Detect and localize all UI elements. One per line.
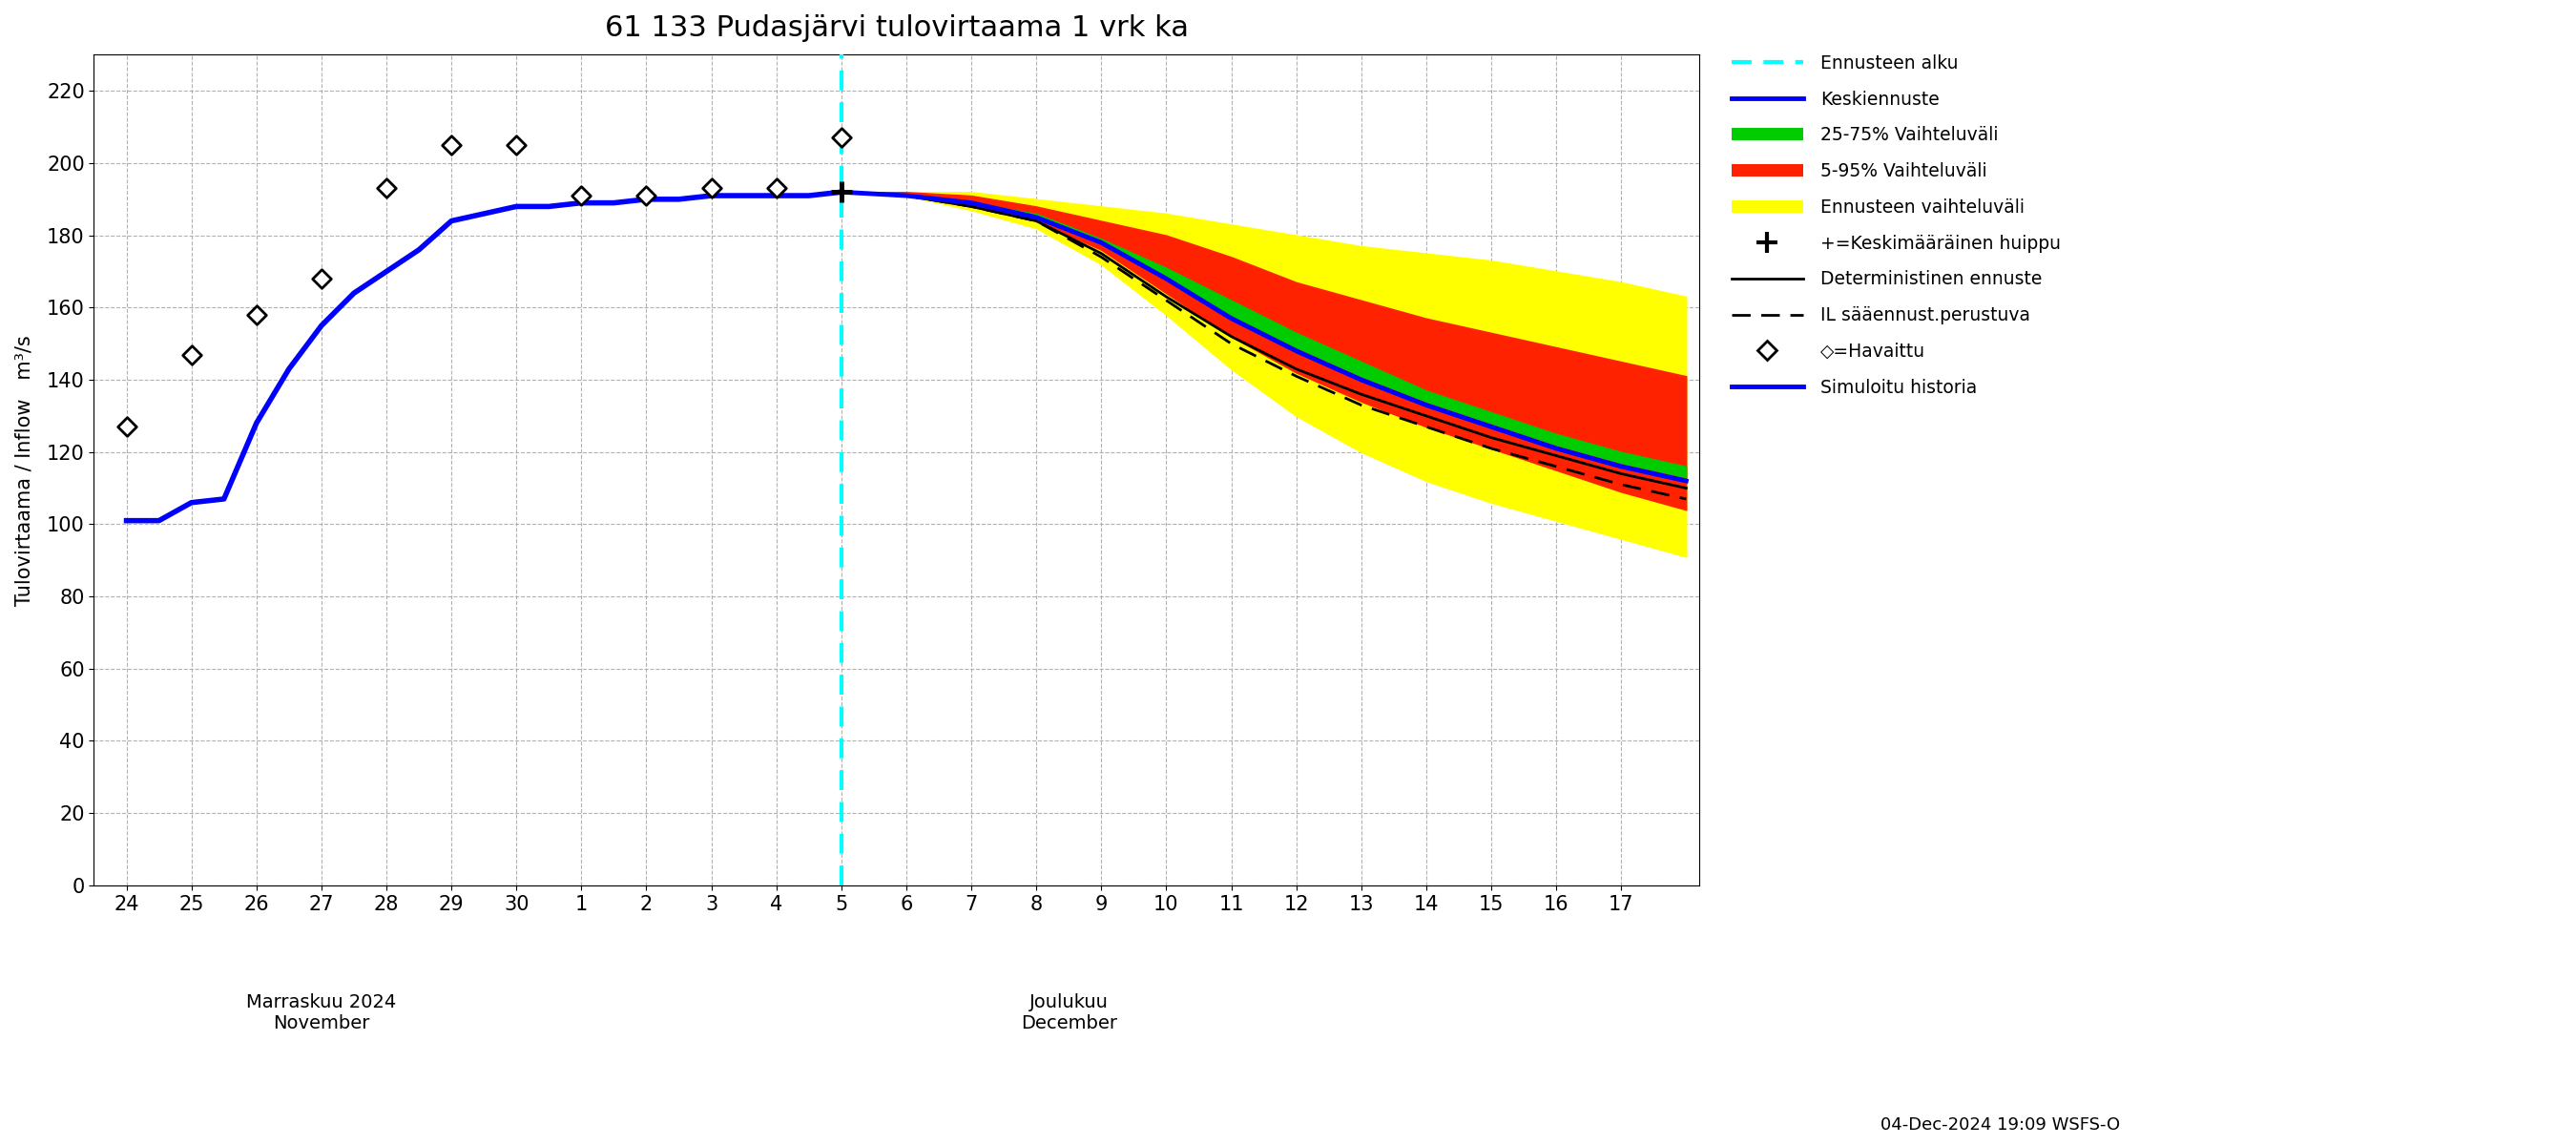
Y-axis label: Tulovirtaama / Inflow   m³/s: Tulovirtaama / Inflow m³/s: [15, 334, 33, 606]
Text: Marraskuu 2024
November: Marraskuu 2024 November: [247, 994, 397, 1033]
Point: [626, 187, 667, 205]
Point: [562, 187, 603, 205]
Point: [755, 180, 796, 198]
Legend: Ennusteen alku, Keskiennuste, 25-75% Vaihteluväli, 5-95% Vaihteluväli, Ennusteen: Ennusteen alku, Keskiennuste, 25-75% Vai…: [1723, 47, 2069, 404]
Title: 61 133 Pudasjärvi tulovirtaama 1 vrk ka: 61 133 Pudasjärvi tulovirtaama 1 vrk ka: [605, 14, 1188, 42]
Point: [301, 269, 343, 287]
Text: Joulukuu
December: Joulukuu December: [1020, 994, 1118, 1033]
Point: [430, 136, 471, 155]
Point: [170, 346, 211, 364]
Point: [690, 180, 732, 198]
Point: [822, 128, 863, 147]
Point: [366, 180, 407, 198]
Point: [237, 306, 278, 324]
Text: 04-Dec-2024 19:09 WSFS-O: 04-Dec-2024 19:09 WSFS-O: [1880, 1116, 2120, 1134]
Point: [106, 418, 147, 436]
Point: [495, 136, 536, 155]
